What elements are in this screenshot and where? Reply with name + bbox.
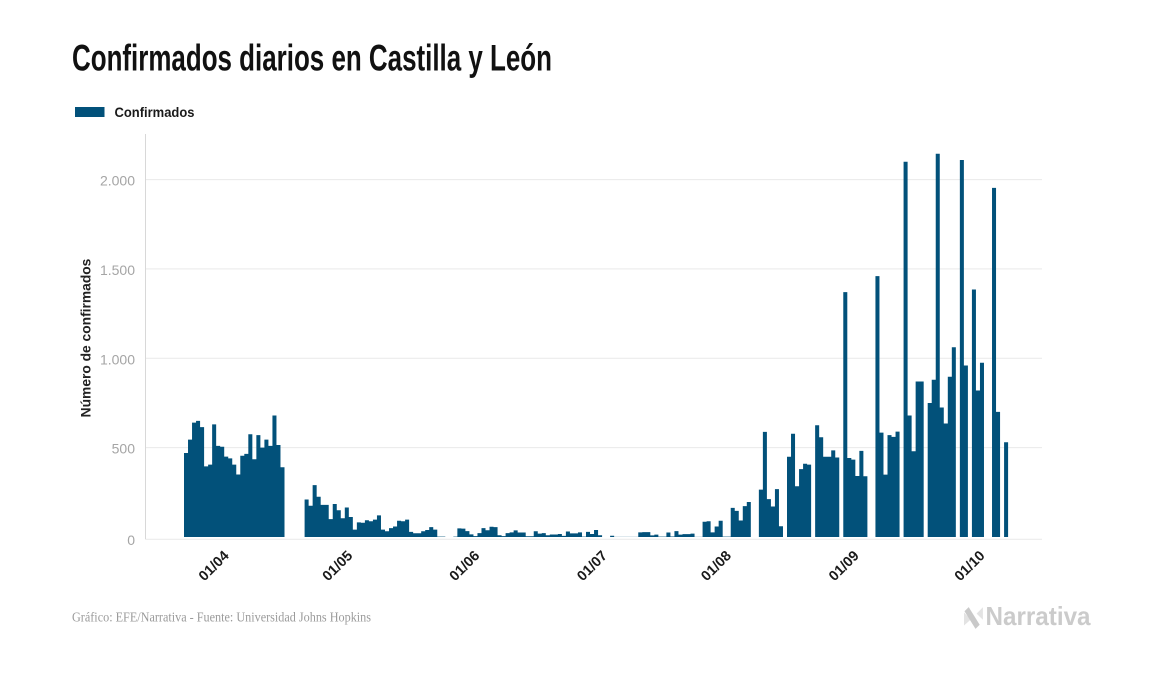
svg-text:Narrativa: Narrativa xyxy=(986,601,1092,631)
svg-text:1.000: 1.000 xyxy=(100,351,135,367)
svg-text:1.500: 1.500 xyxy=(100,262,135,278)
svg-text:500: 500 xyxy=(112,441,136,457)
svg-text:Número de confirmados: Número de confirmados xyxy=(79,258,94,417)
svg-text:Confirmados: Confirmados xyxy=(115,104,195,120)
svg-text:Gráfico: EFE/Narrativa - Fuent: Gráfico: EFE/Narrativa - Fuente: Univers… xyxy=(72,610,371,625)
svg-text:2.000: 2.000 xyxy=(100,173,135,189)
svg-text:0: 0 xyxy=(127,532,135,548)
svg-text:Confirmados diarios en Castill: Confirmados diarios en Castilla y León xyxy=(72,38,552,79)
